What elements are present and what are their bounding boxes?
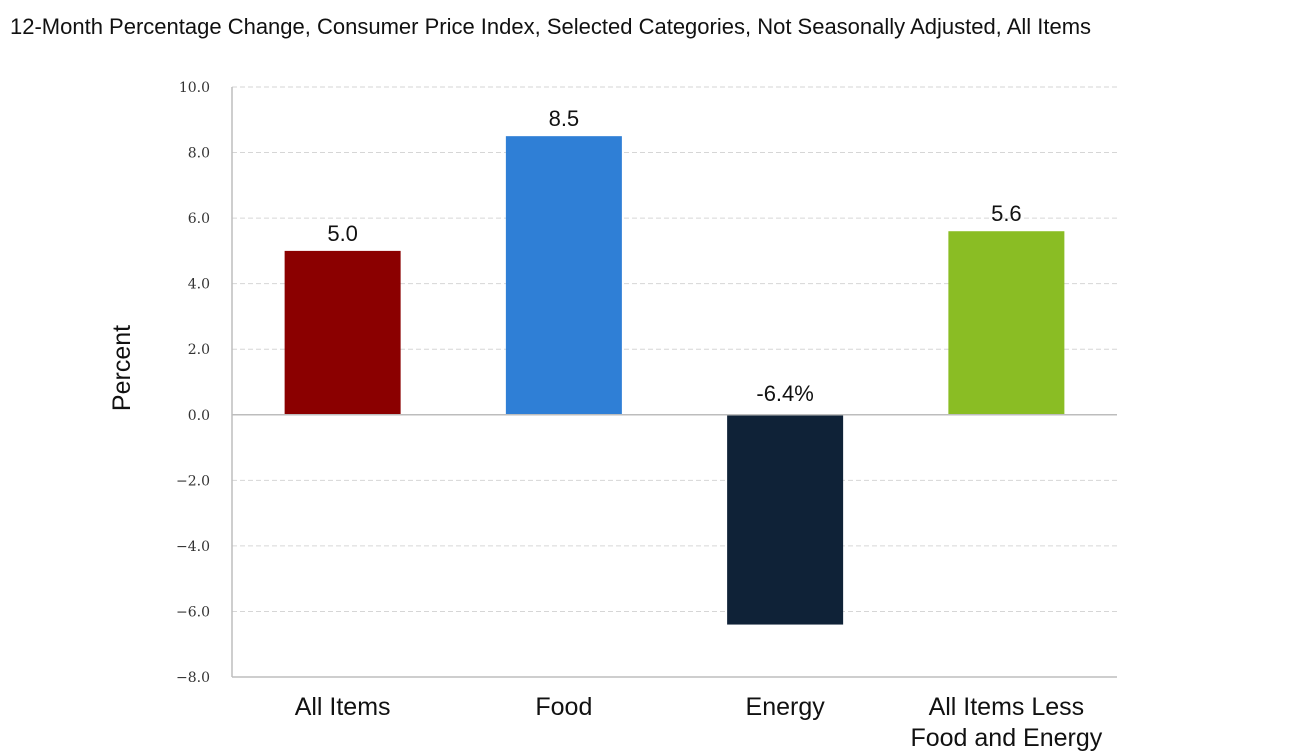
y-tick-label: 10.0: [179, 80, 210, 96]
y-tick-label: 8.0: [188, 146, 210, 162]
y-tick-label: −8.0: [176, 670, 210, 686]
chart-title: 12-Month Percentage Change, Consumer Pri…: [10, 14, 1092, 39]
y-tick-label: 6.0: [188, 211, 210, 227]
category-label: Energy: [746, 693, 826, 721]
category-label: All Items Less Food and Energy: [910, 693, 1102, 752]
data-label: 5.0: [327, 221, 358, 246]
y-tick-label: −2.0: [176, 473, 210, 489]
y-tick-label: 0.0: [188, 408, 210, 424]
y-tick-label: −6.0: [176, 604, 210, 620]
bar: [727, 414, 844, 625]
y-tick-label: −4.0: [176, 539, 210, 555]
data-label: 5.6: [991, 201, 1022, 226]
data-label: 8.5: [549, 106, 580, 131]
bar: [505, 136, 622, 415]
bar: [948, 231, 1065, 415]
category-label: All Items: [295, 693, 391, 721]
y-tick-label: 4.0: [188, 277, 210, 293]
bar: [284, 250, 401, 415]
y-axis-label: Percent: [108, 325, 136, 411]
y-tick-label: 2.0: [188, 342, 210, 358]
data-label: -6.4%: [756, 381, 813, 406]
category-label: Food: [535, 693, 592, 721]
